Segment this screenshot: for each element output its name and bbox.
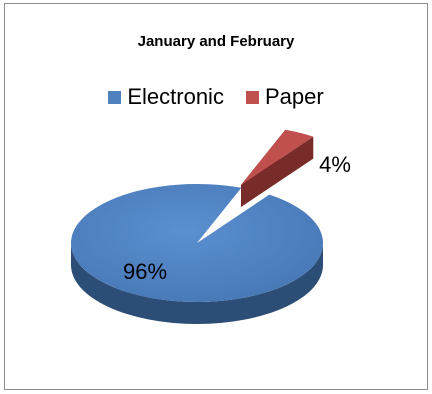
pie-slice-electronic: [70, 183, 323, 302]
chart-title: January and February: [137, 33, 295, 50]
data-label-electronic: 96%: [123, 259, 167, 284]
legend-swatch-paper: [245, 90, 259, 104]
legend-label-paper: Paper: [264, 84, 324, 109]
legend: Electronic Paper: [5, 84, 427, 110]
legend-label-electronic: Electronic: [127, 84, 224, 109]
legend-item-electronic: Electronic: [108, 84, 224, 110]
chart-area: January and February Electronic Paper: [4, 3, 428, 390]
legend-item-paper: Paper: [245, 84, 324, 110]
pie-slice-paper: [241, 129, 314, 185]
pie-cut-paper-1: [241, 136, 314, 207]
legend-swatch-electronic: [108, 90, 122, 104]
data-label-paper: 4%: [319, 152, 351, 177]
pie-side-electronic-0: [71, 243, 323, 324]
